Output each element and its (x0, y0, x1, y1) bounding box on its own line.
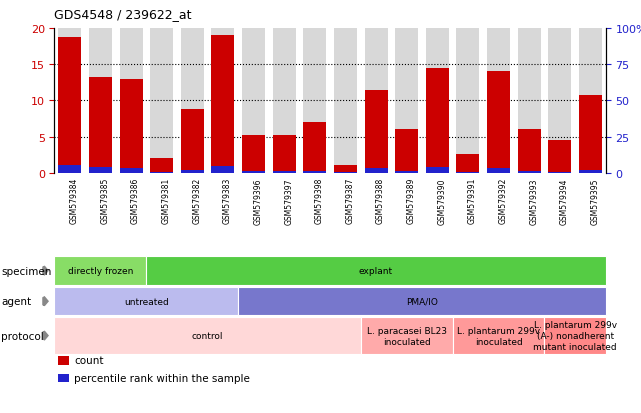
Bar (89, 29, 112, 173)
Bar (548, 29, 571, 173)
Bar (150, 172, 173, 173)
Text: GSM579384: GSM579384 (70, 178, 79, 224)
Bar (150, 159, 173, 173)
Bar (579, 29, 602, 173)
Text: percentile rank within the sample: percentile rank within the sample (74, 373, 250, 383)
Text: GSM579395: GSM579395 (590, 178, 599, 224)
Bar (120, 79, 142, 173)
Text: L. plantarum 299v
(A-) nonadherent
mutant inoculated: L. plantarum 299v (A-) nonadherent mutan… (533, 320, 617, 351)
Text: GSM579381: GSM579381 (162, 178, 171, 224)
Text: untreated: untreated (124, 297, 169, 306)
Text: control: control (192, 331, 223, 340)
Bar (272, 172, 296, 173)
Bar (426, 69, 449, 173)
Bar (365, 29, 388, 173)
Bar (365, 169, 388, 173)
Bar (89, 168, 112, 173)
Bar (334, 29, 357, 173)
Bar (456, 155, 479, 173)
Bar (212, 29, 235, 173)
Bar (487, 72, 510, 173)
Text: GSM579383: GSM579383 (223, 178, 232, 224)
Text: GSM579391: GSM579391 (468, 178, 477, 224)
Bar (579, 96, 602, 173)
Text: GDS4548 / 239622_at: GDS4548 / 239622_at (54, 8, 192, 21)
Bar (548, 172, 571, 173)
Text: GSM579386: GSM579386 (131, 178, 140, 224)
Text: protocol: protocol (1, 331, 44, 341)
Text: GSM579385: GSM579385 (101, 178, 110, 224)
Bar (58, 29, 81, 173)
Bar (395, 172, 418, 173)
Bar (365, 90, 388, 173)
Bar (487, 168, 510, 173)
Bar (272, 136, 296, 173)
Text: GSM579396: GSM579396 (254, 178, 263, 224)
Bar (303, 123, 326, 173)
Bar (518, 130, 540, 173)
Bar (303, 29, 326, 173)
Text: GSM579382: GSM579382 (192, 178, 201, 224)
Bar (579, 171, 602, 173)
Text: GSM579397: GSM579397 (284, 178, 293, 224)
Text: GSM579394: GSM579394 (560, 178, 569, 224)
Bar (426, 168, 449, 173)
Bar (456, 29, 479, 173)
Text: directly frozen: directly frozen (68, 266, 133, 275)
Text: GSM579387: GSM579387 (345, 178, 354, 224)
Bar (487, 29, 510, 173)
Text: GSM579388: GSM579388 (376, 178, 385, 224)
Bar (150, 29, 173, 173)
Bar (58, 38, 81, 173)
Bar (242, 172, 265, 173)
Bar (518, 172, 540, 173)
Text: explant: explant (359, 266, 393, 275)
Text: GSM579390: GSM579390 (437, 178, 446, 224)
Bar (181, 171, 204, 173)
Bar (518, 29, 540, 173)
Bar (242, 136, 265, 173)
Text: L. plantarum 299v
inoculated: L. plantarum 299v inoculated (457, 326, 540, 346)
Bar (548, 140, 571, 173)
Bar (89, 78, 112, 173)
Text: GSM579389: GSM579389 (406, 178, 415, 224)
Bar (181, 110, 204, 173)
Bar (426, 29, 449, 173)
Text: GSM579398: GSM579398 (315, 178, 324, 224)
Text: GSM579393: GSM579393 (529, 178, 538, 224)
Bar (120, 29, 142, 173)
Bar (242, 29, 265, 173)
Bar (395, 29, 418, 173)
Bar (272, 29, 296, 173)
Bar (58, 166, 81, 173)
Text: agent: agent (1, 297, 31, 306)
Bar (120, 169, 142, 173)
Bar (181, 29, 204, 173)
Text: count: count (74, 356, 104, 366)
Text: PMA/IO: PMA/IO (406, 297, 438, 306)
Bar (212, 36, 235, 173)
Text: L. paracasei BL23
inoculated: L. paracasei BL23 inoculated (367, 326, 447, 346)
Bar (395, 130, 418, 173)
Bar (334, 166, 357, 173)
Text: specimen: specimen (1, 266, 52, 276)
Text: GSM579392: GSM579392 (499, 178, 508, 224)
Bar (212, 166, 235, 173)
Bar (303, 171, 326, 173)
